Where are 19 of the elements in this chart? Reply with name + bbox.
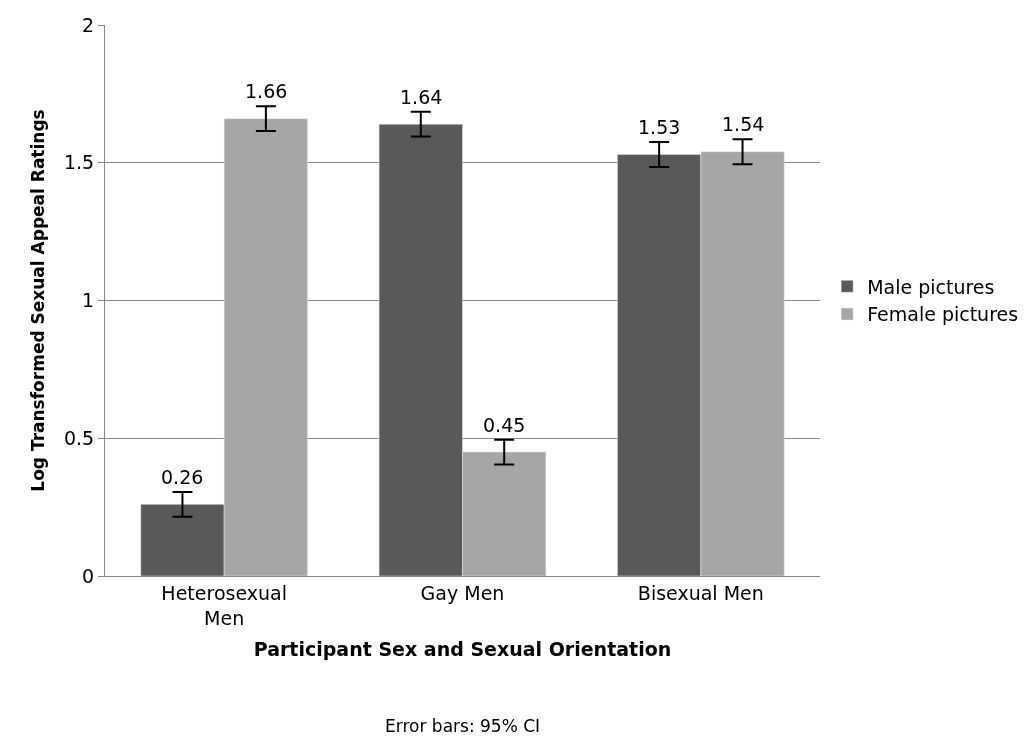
y-tick-label: 0.5 bbox=[63, 426, 95, 449]
y-tick-label: 0 bbox=[82, 564, 95, 587]
x-tick-label: Gay Men bbox=[420, 581, 505, 604]
y-axis-title: Log Transformed Sexual Appeal Ratings bbox=[27, 109, 48, 492]
y-tick-label: 2 bbox=[82, 13, 95, 36]
x-tick-label: Heterosexual Men bbox=[161, 581, 287, 629]
legend-label: Male pictures bbox=[867, 275, 995, 298]
data-label: 1.64 bbox=[400, 86, 443, 108]
x-axis-title: Participant Sex and Sexual Orientation bbox=[253, 638, 672, 661]
data-label: 0.45 bbox=[483, 414, 526, 436]
data-label: 1.66 bbox=[245, 80, 288, 102]
text: Error bars: 95% CI bbox=[385, 716, 541, 736]
y-tick-label: 1 bbox=[82, 289, 95, 312]
y-tick-label: 1.5 bbox=[63, 151, 95, 174]
data-label: 1.53 bbox=[638, 116, 681, 138]
legend-label: Female pictures bbox=[867, 303, 1019, 326]
x-tick-label: Bisexual Men bbox=[637, 581, 764, 604]
data-label: 0.26 bbox=[161, 466, 204, 488]
data-label: 1.54 bbox=[722, 113, 765, 135]
